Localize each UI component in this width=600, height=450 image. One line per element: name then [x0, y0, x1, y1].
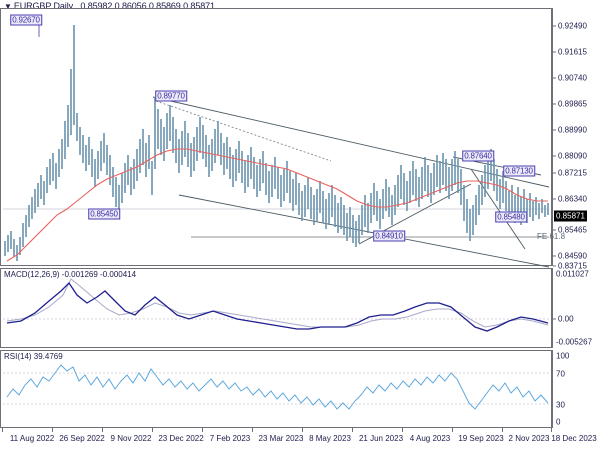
price-axis[interactable]: 0.92490 0.91615 0.90740 0.89865 0.88990 …	[552, 8, 600, 271]
macd-plot	[3, 278, 549, 332]
price-annotation-1[interactable]: 0.85450	[88, 208, 120, 220]
rsi-tick-0: 100	[556, 351, 570, 361]
date-axis[interactable]: 11 Aug 2022 26 Sep 2022 9 Nov 2022 23 De…	[0, 428, 600, 450]
rsi-tick-1: 70	[556, 369, 565, 379]
price-annotation-5[interactable]: 0.87130	[503, 165, 535, 177]
rsi-tick-2: 30	[556, 400, 565, 410]
price-tick-1: 0.91615	[553, 48, 587, 57]
price-tick-0: 0.92490	[553, 22, 587, 31]
macd-pane[interactable]	[0, 268, 552, 348]
candlestick-series	[4, 25, 549, 261]
date-label-3: 23 Dec 2022	[158, 434, 204, 443]
macd-tick-2: -0.005267	[556, 337, 593, 347]
timeframe-label[interactable]: Daily	[53, 1, 73, 11]
symbol-label[interactable]: EURGBP	[13, 1, 52, 11]
moving-average-line	[6, 148, 548, 262]
date-label-8: 4 Aug 2023	[409, 434, 451, 443]
price-tick-4: 0.88990	[553, 126, 587, 135]
price-pane[interactable]	[0, 8, 552, 268]
rsi-line	[6, 364, 549, 410]
macd-tick-0: 0.011027	[556, 269, 589, 279]
rsi-tick-3: 0	[556, 417, 561, 427]
current-price-badge: 0.85871	[554, 210, 587, 222]
date-label-1: 26 Sep 2022	[59, 434, 105, 443]
rsi-plot	[3, 364, 549, 410]
date-label-2: 9 Nov 2022	[110, 434, 152, 443]
price-tick-6: 0.87215	[553, 169, 587, 178]
date-label-9: 19 Sep 2023	[458, 434, 504, 443]
date-label-5: 23 Mar 2023	[258, 434, 304, 443]
price-tick-8: 0.85465	[553, 226, 587, 235]
price-tick-10: 0.83715	[553, 262, 587, 271]
date-label-7: 21 Jun 2023	[358, 434, 404, 443]
price-plot	[3, 23, 550, 268]
date-label-0: 11 Aug 2022	[9, 434, 55, 443]
price-annotation-3[interactable]: 0.84910	[373, 230, 405, 242]
rsi-label: RSI(14) 39.4769	[4, 352, 63, 361]
price-annotation-4[interactable]: 0.87640	[462, 150, 494, 162]
price-annotation-2[interactable]: 0.89770	[155, 90, 187, 102]
rsi-pane[interactable]	[0, 350, 552, 428]
chart-header: ▼ EURGBP Daily 0.85982 0.86056 0.85869 0.…	[4, 1, 215, 11]
price-tick-5: 0.88090	[553, 152, 587, 161]
macd-tick-1: 0.00	[553, 315, 574, 324]
price-annotation-0[interactable]: 0.92670	[10, 14, 42, 26]
price-tick-2: 0.90740	[553, 74, 587, 83]
date-label-6: 8 May 2023	[309, 434, 351, 443]
triangle-down-icon[interactable]: ▼	[4, 2, 12, 11]
macd-label: MACD(12,26,9) -0.001269 -0.000414	[4, 270, 137, 279]
date-label-10: 2 Nov 2023	[508, 434, 550, 443]
rsi-axis[interactable]: 100 70 30 0	[552, 350, 600, 428]
price-annotation-6[interactable]: 0.85480	[495, 211, 527, 223]
date-label-4: 7 Feb 2023	[209, 434, 251, 443]
price-tick-7: 0.86340	[553, 195, 587, 204]
ohlc-values: 0.85982 0.86056 0.85869 0.85871	[80, 1, 215, 11]
macd-axis[interactable]: 0.011027 0.00 -0.005267	[552, 268, 600, 348]
date-label-11: 18 Dec 2023	[551, 434, 597, 443]
price-tick-3: 0.89865	[553, 100, 587, 109]
macd-line	[6, 281, 549, 332]
fibonacci-extension-label: FE 61.8	[537, 232, 566, 241]
price-tick-9: 0.84590	[553, 252, 587, 261]
